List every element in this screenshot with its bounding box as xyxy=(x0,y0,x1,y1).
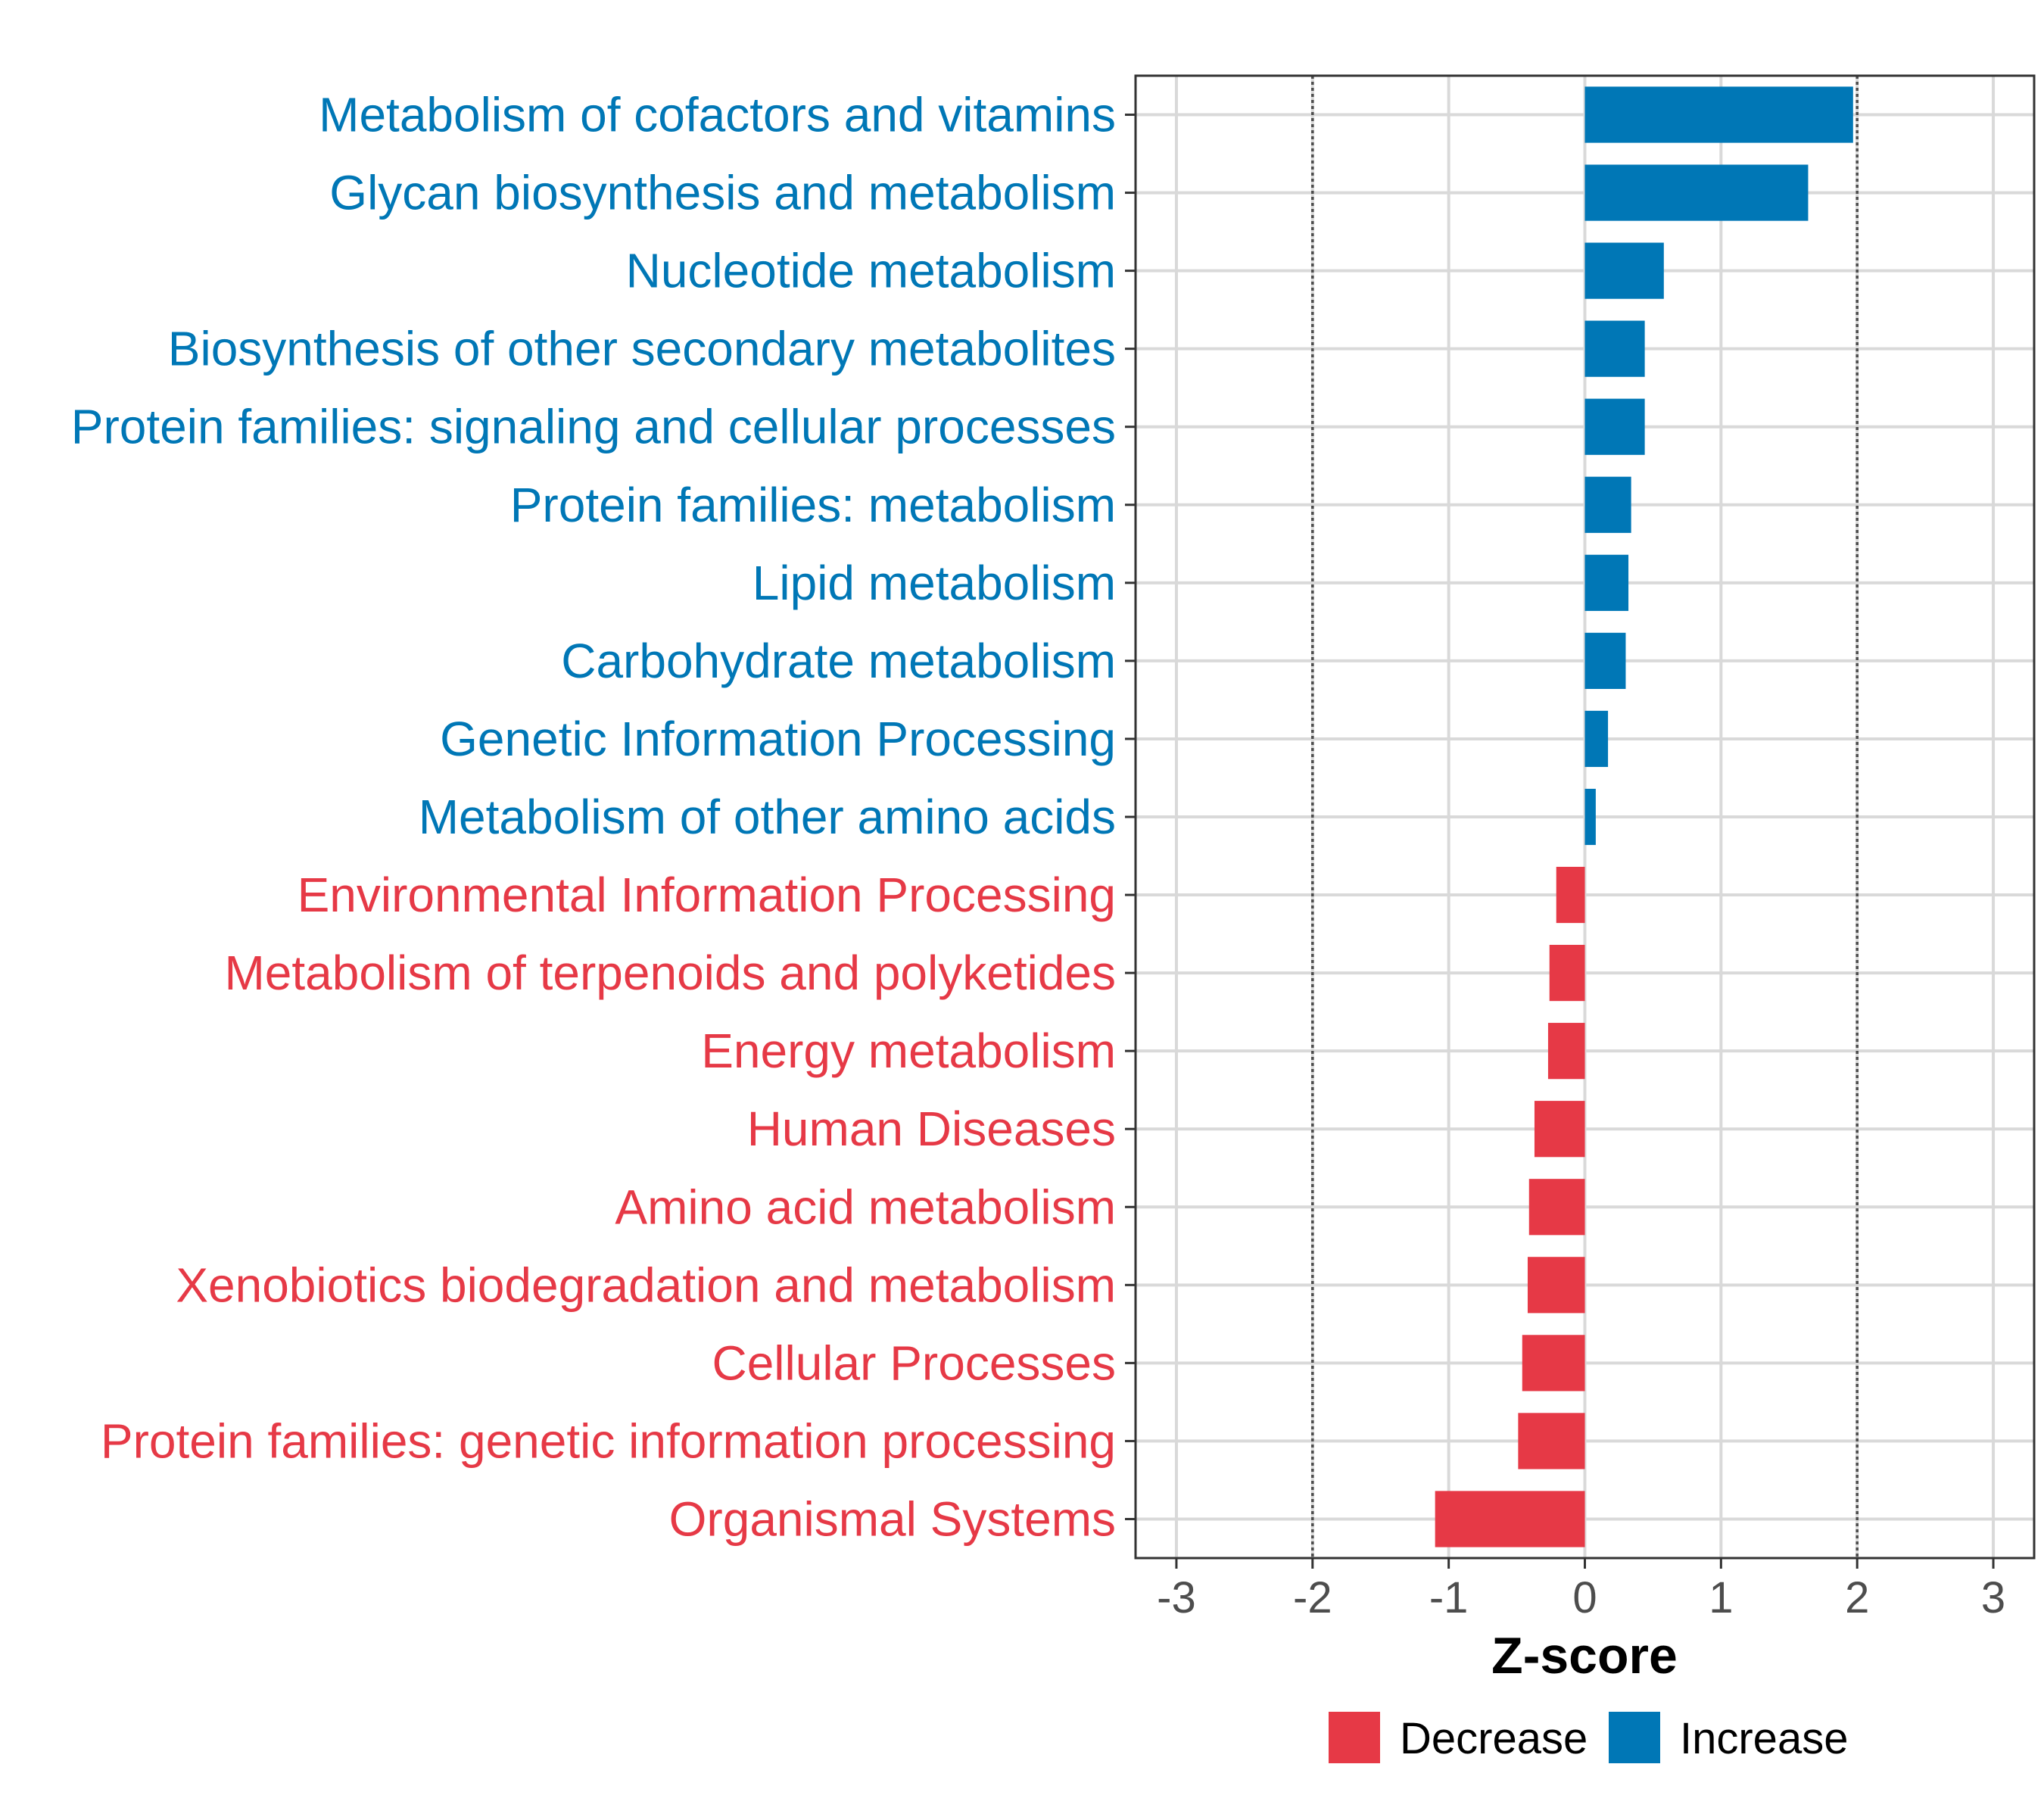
bar xyxy=(1518,1413,1585,1469)
vertical-gridlines xyxy=(1174,76,1996,1558)
category-label: Genetic Information Processing xyxy=(440,712,1116,766)
x-tick-label: -2 xyxy=(1293,1573,1332,1622)
x-axis-tick-labels: -3 -2 -1 0 1 2 3 xyxy=(1157,1573,2005,1622)
legend-swatch xyxy=(1329,1712,1380,1763)
bar xyxy=(1584,554,1629,611)
bar xyxy=(1556,866,1585,924)
y-axis-ticks xyxy=(1125,114,1136,1520)
bars xyxy=(1435,86,1853,1547)
bar xyxy=(1528,1179,1585,1236)
category-label: Energy metabolism xyxy=(701,1024,1116,1078)
reference-lines xyxy=(1311,76,1859,1558)
x-tick-label: 0 xyxy=(1572,1573,1597,1622)
category-label: Xenobiotics biodegradation and metabolis… xyxy=(176,1258,1116,1312)
bar xyxy=(1534,1101,1585,1158)
category-label: Glycan biosynthesis and metabolism xyxy=(329,166,1116,220)
bar xyxy=(1547,1023,1585,1080)
bar xyxy=(1584,86,1853,143)
bar xyxy=(1549,945,1585,1002)
category-label: Carbohydrate metabolism xyxy=(561,634,1116,688)
x-tick-label: -1 xyxy=(1429,1573,1469,1622)
bar xyxy=(1584,242,1664,299)
legend-label: Increase xyxy=(1680,1714,1848,1763)
category-label: Environmental Information Processing xyxy=(298,868,1116,922)
category-label: Nucleotide metabolism xyxy=(626,244,1116,298)
bar xyxy=(1527,1257,1585,1314)
category-label: Cellular Processes xyxy=(712,1335,1116,1390)
category-label: Biosynthesis of other secondary metaboli… xyxy=(168,322,1116,376)
legend: Decrease Increase xyxy=(1329,1712,1848,1763)
x-tick-label: -3 xyxy=(1157,1573,1196,1622)
category-label: Metabolism of terpenoids and polyketides xyxy=(224,946,1116,1000)
x-tick-label: 3 xyxy=(1981,1573,2005,1622)
category-label: Organismal Systems xyxy=(669,1491,1116,1546)
bar xyxy=(1584,398,1645,455)
bar xyxy=(1584,710,1609,768)
legend-swatch xyxy=(1609,1712,1660,1763)
bar xyxy=(1584,164,1809,221)
bar xyxy=(1584,788,1596,846)
bar xyxy=(1584,320,1645,377)
category-label: Metabolism of other amino acids xyxy=(419,790,1116,844)
x-axis-ticks xyxy=(1175,1558,1995,1569)
category-label: Protein families: metabolism xyxy=(510,478,1116,532)
x-tick-label: 1 xyxy=(1709,1573,1733,1622)
bar xyxy=(1584,476,1631,533)
category-label: Protein families: genetic information pr… xyxy=(101,1413,1116,1468)
y-axis-category-labels: Metabolism of cofactors and vitamins Glyc… xyxy=(71,88,1116,1547)
category-label: Amino acid metabolism xyxy=(615,1180,1116,1234)
x-tick-label: 2 xyxy=(1845,1573,1869,1622)
bar xyxy=(1584,632,1626,689)
legend-label: Decrease xyxy=(1400,1714,1588,1763)
bar xyxy=(1435,1491,1585,1547)
x-axis-title: Z-score xyxy=(1491,1627,1678,1685)
category-label: Metabolism of cofactors and vitamins xyxy=(319,88,1116,142)
bar xyxy=(1522,1335,1585,1392)
category-label: Protein families: signaling and cellular… xyxy=(71,400,1116,454)
category-label: Human Diseases xyxy=(747,1102,1116,1156)
category-label: Lipid metabolism xyxy=(752,556,1116,610)
